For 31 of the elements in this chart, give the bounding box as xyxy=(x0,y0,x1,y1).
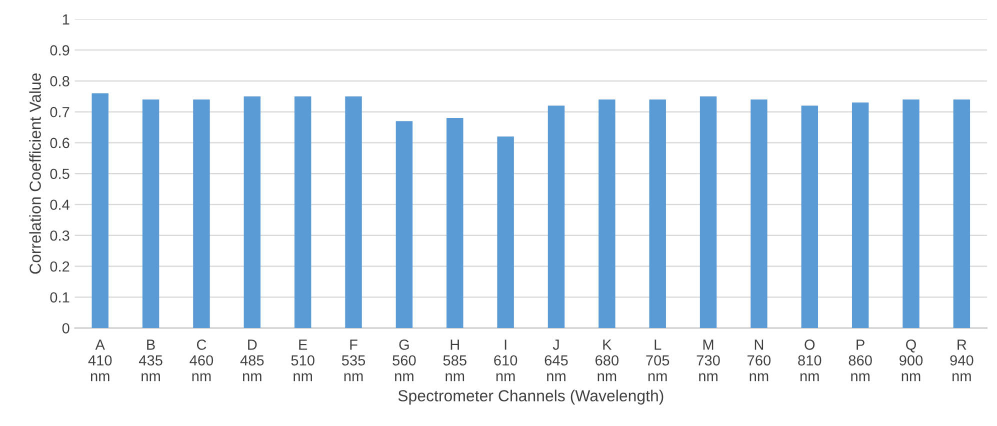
x-tick-label: N 760 nm xyxy=(748,340,771,382)
x-tick-label: P 860 nm xyxy=(848,340,872,382)
x-tick-label: L 705 nm xyxy=(646,340,670,382)
x-tick-label: R 940 nm xyxy=(950,340,974,382)
y-tick-label: 0.4 xyxy=(50,200,70,210)
y-tick-label: 0.8 xyxy=(50,76,70,86)
x-tick-label: A 410 nm xyxy=(88,340,112,382)
x-tick-label: G 560 nm xyxy=(392,340,416,382)
x-axis-title: Spectrometer Channels (Wavelength) xyxy=(398,390,664,405)
y-tick-label: 0.5 xyxy=(50,168,70,180)
x-tick-label: Q 900 nm xyxy=(900,340,923,382)
x-tick-label: C 460 nm xyxy=(190,340,214,382)
x-tick-label: I 610 nm xyxy=(494,340,518,382)
x-tick-label: E 510 nm xyxy=(291,340,314,382)
x-tick-label: B 435 nm xyxy=(138,340,162,382)
x-tick-label: D 485 nm xyxy=(240,340,264,382)
y-tick-label: 0.2 xyxy=(50,261,70,272)
y-tick-label: 0.7 xyxy=(50,106,70,118)
y-tick-label: 0.3 xyxy=(50,230,70,241)
y-tick-label: 0.9 xyxy=(50,45,70,56)
y-tick-label: 0.1 xyxy=(50,292,70,303)
x-tick-label: H 585 nm xyxy=(443,340,466,382)
y-tick-label: 0 xyxy=(62,323,70,334)
y-tick-label: 1 xyxy=(62,14,70,24)
y-tick-label: 0.6 xyxy=(50,138,70,148)
x-tick-label: K 680 nm xyxy=(596,340,619,382)
y-axis-title: Correlation Coefficient Value xyxy=(29,73,41,274)
x-tick-label: M 730 nm xyxy=(696,340,720,382)
x-tick-label: J 645 nm xyxy=(544,340,568,382)
x-tick-label: F 535 nm xyxy=(342,340,366,382)
x-tick-label: O 810 nm xyxy=(798,340,822,382)
